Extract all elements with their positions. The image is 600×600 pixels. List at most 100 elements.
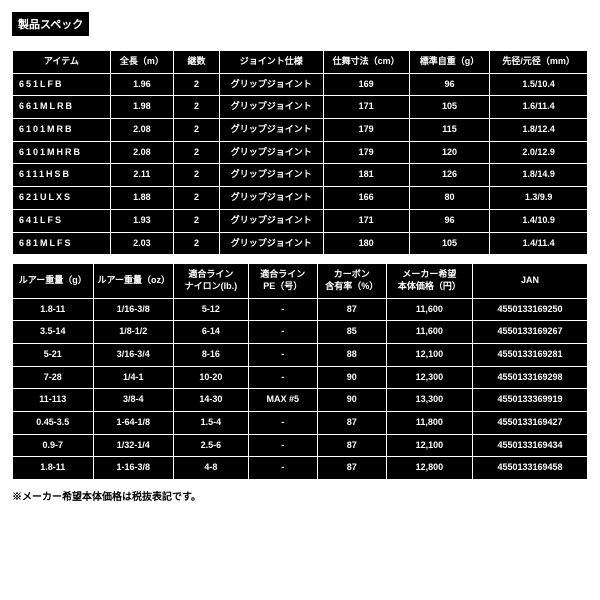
cell: 5-21 — [13, 343, 94, 366]
cell: 12,100 — [386, 434, 472, 457]
cell: 87 — [317, 434, 386, 457]
cell: 1.6/11.4 — [490, 96, 588, 119]
cell: 651LFB — [13, 73, 111, 96]
cell: 171 — [323, 209, 409, 232]
cell: 4550133169250 — [473, 298, 588, 321]
cell: グリップジョイント — [220, 141, 324, 164]
cell: 1.4/10.9 — [490, 209, 588, 232]
cell: 11-113 — [13, 389, 94, 412]
cell: 12,300 — [386, 366, 472, 389]
cell: 8-16 — [174, 343, 249, 366]
cell: 4550133169434 — [473, 434, 588, 457]
table-row: 7-281/4-110-20-9012,3004550133169298 — [13, 366, 588, 389]
table-row: 5-213/16-3/48-16-8812,1004550133169281 — [13, 343, 588, 366]
cell: 120 — [409, 141, 490, 164]
cell: 6111HSB — [13, 164, 111, 187]
cell: 3.5-14 — [13, 321, 94, 344]
table-row: 0.9-71/32-1/42.5-6-8712,1004550133169434 — [13, 434, 588, 457]
cell: 1.8/14.9 — [490, 164, 588, 187]
cell: グリップジョイント — [220, 164, 324, 187]
cell: 1.8-11 — [13, 298, 94, 321]
cell: 1.8/12.4 — [490, 119, 588, 142]
cell: 1.93 — [110, 209, 173, 232]
spec-title: 製品スペック — [12, 12, 89, 36]
cell: 1-64-1/8 — [93, 412, 174, 435]
cell: 166 — [323, 187, 409, 210]
spec-table-2: ルアー重量（g）ルアー重量（oz）適合ラインナイロン(lb.)適合ラインPE（号… — [12, 263, 588, 480]
cell: 1-16-3/8 — [93, 457, 174, 480]
table-row: 1.8-111-16-3/84-8-8712,8004550133169458 — [13, 457, 588, 480]
cell: 1/4-1 — [93, 366, 174, 389]
cell: 2.03 — [110, 232, 173, 255]
cell: - — [248, 434, 317, 457]
cell: 171 — [323, 96, 409, 119]
cell: 14-30 — [174, 389, 249, 412]
cell: グリップジョイント — [220, 96, 324, 119]
spec-table-1: アイテム全長（m）継数ジョイント仕様仕舞寸法（cm）標準自重（g）先径/元径（m… — [12, 50, 588, 255]
cell: 179 — [323, 119, 409, 142]
cell: 2.08 — [110, 119, 173, 142]
col-header: 仕舞寸法（cm） — [323, 51, 409, 74]
cell: 126 — [409, 164, 490, 187]
col-header: 標準自重（g） — [409, 51, 490, 74]
cell: 4550133369919 — [473, 389, 588, 412]
cell: 4-8 — [174, 457, 249, 480]
cell: 1.98 — [110, 96, 173, 119]
cell: 105 — [409, 232, 490, 255]
cell: - — [248, 298, 317, 321]
cell: 2.08 — [110, 141, 173, 164]
cell: 12,800 — [386, 457, 472, 480]
cell: 1.5/10.4 — [490, 73, 588, 96]
cell: 85 — [317, 321, 386, 344]
cell: - — [248, 343, 317, 366]
cell: グリップジョイント — [220, 209, 324, 232]
table-row: 621ULXS1.882グリップジョイント166801.3/9.9 — [13, 187, 588, 210]
cell: 11,600 — [386, 321, 472, 344]
cell: 2 — [174, 119, 220, 142]
table-row: 6101MRB2.082グリップジョイント1791151.8/12.4 — [13, 119, 588, 142]
cell: - — [248, 457, 317, 480]
cell: グリップジョイント — [220, 232, 324, 255]
cell: 1.3/9.9 — [490, 187, 588, 210]
col-header: 適合ラインPE（号） — [248, 264, 317, 298]
cell: 4550133169458 — [473, 457, 588, 480]
cell: 87 — [317, 298, 386, 321]
cell: MAX #5 — [248, 389, 317, 412]
table-row: 0.45-3.51-64-1/81.5-4-8711,8004550133169… — [13, 412, 588, 435]
col-header: ジョイント仕様 — [220, 51, 324, 74]
cell: 10-20 — [174, 366, 249, 389]
col-header: ルアー重量（g） — [13, 264, 94, 298]
cell: 4550133169427 — [473, 412, 588, 435]
cell: 1/16-3/8 — [93, 298, 174, 321]
cell: - — [248, 412, 317, 435]
table-row: 6101MHRB2.082グリップジョイント1791202.0/12.9 — [13, 141, 588, 164]
cell: 6-14 — [174, 321, 249, 344]
table-row: 3.5-141/8-1/26-14-8511,6004550133169267 — [13, 321, 588, 344]
col-header: カーボン含有率（%） — [317, 264, 386, 298]
cell: 1.5-4 — [174, 412, 249, 435]
cell: 6101MRB — [13, 119, 111, 142]
col-header: メーカー希望本体価格（円） — [386, 264, 472, 298]
cell: 80 — [409, 187, 490, 210]
table-row: 681MLFS2.032グリップジョイント1801051.4/11.4 — [13, 232, 588, 255]
cell: - — [248, 366, 317, 389]
cell: 105 — [409, 96, 490, 119]
cell: グリップジョイント — [220, 119, 324, 142]
col-header: ルアー重量（oz） — [93, 264, 174, 298]
cell: 169 — [323, 73, 409, 96]
col-header: 継数 — [174, 51, 220, 74]
cell: 681MLFS — [13, 232, 111, 255]
cell: 2 — [174, 209, 220, 232]
cell: 4550133169298 — [473, 366, 588, 389]
cell: 4550133169267 — [473, 321, 588, 344]
col-header: アイテム — [13, 51, 111, 74]
cell: グリップジョイント — [220, 73, 324, 96]
cell: 3/8-4 — [93, 389, 174, 412]
cell: 2 — [174, 141, 220, 164]
cell: 5-12 — [174, 298, 249, 321]
table-row: 641LFS1.932グリップジョイント171961.4/10.9 — [13, 209, 588, 232]
cell: 115 — [409, 119, 490, 142]
cell: 11,600 — [386, 298, 472, 321]
cell: 2 — [174, 96, 220, 119]
cell: グリップジョイント — [220, 187, 324, 210]
